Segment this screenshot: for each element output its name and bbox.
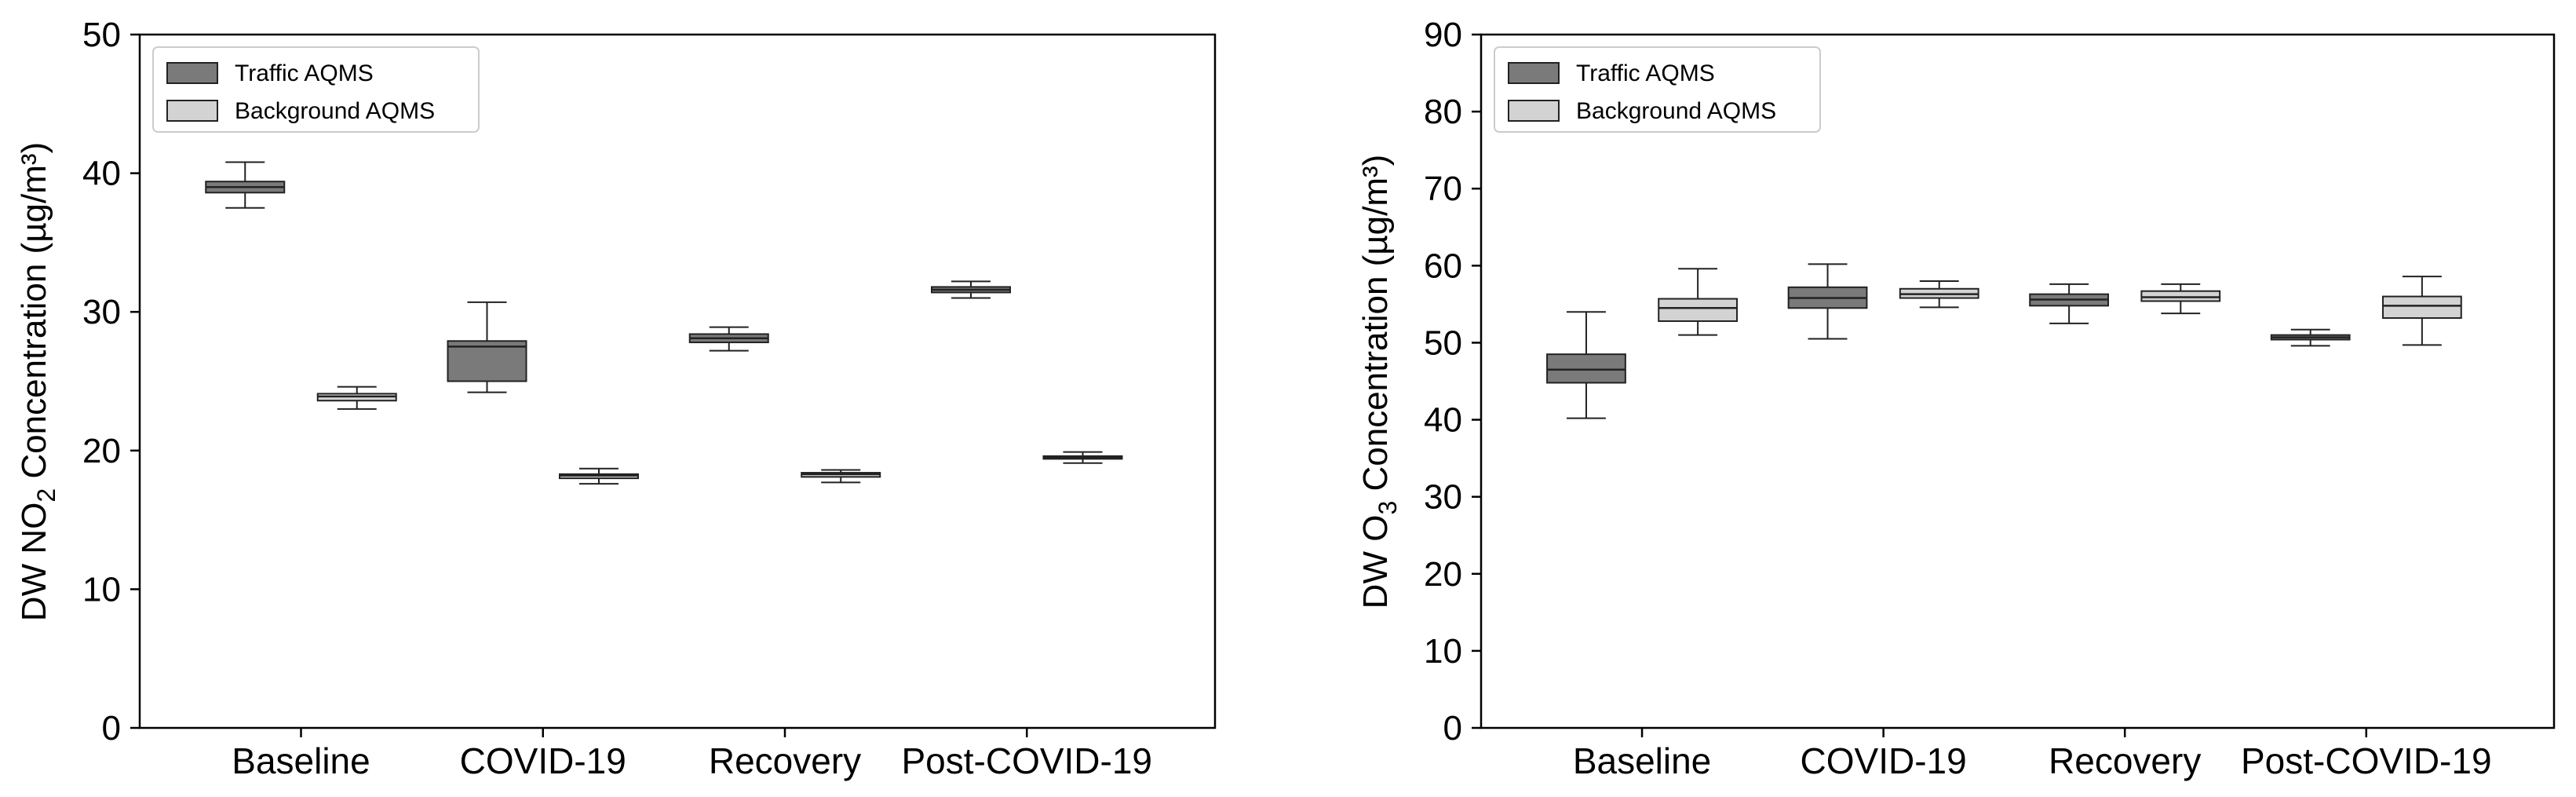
no2-y-tick-label: 50 — [82, 16, 121, 54]
o3-y-tick-label: 40 — [1424, 401, 1462, 440]
o3-x-label-baseline: Baseline — [1573, 740, 1711, 781]
o3-box-traffic-aqms-covid-19 — [1787, 263, 1868, 340]
o3-x-label-covid-19: COVID-19 — [1801, 740, 1967, 781]
no2-x-label-post-covid-19: Post-COVID-19 — [901, 740, 1152, 781]
o3-y-tick-label: 70 — [1424, 170, 1462, 208]
iqr-box — [447, 340, 527, 382]
no2-box-background-aqms-recovery — [801, 469, 881, 484]
o3-y-tick-label: 10 — [1424, 632, 1462, 671]
o3-y-tick-label: 60 — [1424, 247, 1462, 285]
no2-x-axis: Baseline COVID-19 Recovery Post-COVID-19 — [232, 728, 1152, 781]
no2-y-axis-title: DW NO2 Concentration (µg/m³) — [15, 142, 60, 621]
o3-box-background-aqms-covid-19 — [1899, 280, 1979, 309]
no2-box-traffic-aqms-baseline — [205, 161, 286, 209]
no2-y-tick-label: 20 — [82, 432, 121, 470]
no2-box-background-aqms-covid-19 — [558, 467, 639, 485]
o3-legend-frame — [1494, 46, 1821, 133]
o3-box-traffic-aqms-post-covid-19 — [2270, 328, 2351, 347]
o3-y-tick-label: 50 — [1424, 324, 1462, 362]
o3-box-background-aqms-post-covid-19 — [2381, 276, 2462, 346]
o3-y-tick-label: 0 — [1443, 709, 1462, 748]
iqr-box — [2381, 295, 2462, 320]
o3-box-traffic-aqms-recovery — [2029, 283, 2110, 324]
no2-chart-panel: 0 10 20 30 40 50 Baseline COVID-19 Recovery Post… — [15, 16, 1217, 781]
o3-x-label-recovery: Recovery — [2049, 740, 2201, 781]
no2-legend: Traffic AQMS Background AQMS — [152, 46, 480, 133]
iqr-box — [2140, 290, 2221, 302]
no2-legend-frame — [152, 46, 480, 133]
no2-box-traffic-aqms-post-covid-19 — [931, 280, 1012, 299]
o3-legend-swatch-background-aqms — [1508, 100, 1560, 122]
no2-legend-swatch-traffic-aqms — [166, 62, 218, 84]
no2-box-background-aqms-post-covid-19 — [1042, 451, 1123, 464]
o3-y-tick-label: 20 — [1424, 555, 1462, 594]
no2-legend-swatch-background-aqms — [166, 100, 218, 122]
no2-boxplots — [205, 161, 1123, 485]
o3-x-axis: Baseline COVID-19 Recovery Post-COVID-19 — [1573, 728, 2492, 781]
no2-legend-label-traffic-aqms: Traffic AQMS — [235, 60, 374, 86]
o3-box-traffic-aqms-baseline — [1546, 311, 1626, 419]
o3-plot-frame — [1480, 33, 2556, 729]
o3-y-tick-label: 80 — [1424, 93, 1462, 131]
o3-y-tick-label: 30 — [1424, 478, 1462, 517]
iqr-box — [1658, 298, 1739, 322]
o3-legend-swatch-traffic-aqms — [1508, 62, 1560, 84]
no2-y-tick-label: 10 — [82, 570, 121, 609]
no2-box-traffic-aqms-recovery — [688, 326, 769, 352]
no2-legend-label-background-aqms: Background AQMS — [235, 98, 435, 124]
no2-x-label-recovery: Recovery — [709, 740, 861, 781]
o3-y-axis: 0 10 20 30 40 50 60 70 80 90 — [1424, 16, 1481, 748]
no2-y-axis: 0 10 20 30 40 50 — [82, 16, 140, 748]
no2-y-tick-label: 0 — [102, 709, 121, 748]
o3-legend-label-traffic-aqms: Traffic AQMS — [1576, 60, 1715, 86]
o3-box-background-aqms-recovery — [2140, 283, 2221, 315]
o3-x-label-post-covid-19: Post-COVID-19 — [2241, 740, 2492, 781]
o3-y-tick-label: 90 — [1424, 16, 1462, 54]
no2-y-tick-label: 30 — [82, 293, 121, 331]
o3-box-background-aqms-baseline — [1658, 268, 1739, 336]
o3-y-axis-title: DW O3 Concentration (µg/m³) — [1356, 155, 1402, 609]
no2-box-background-aqms-baseline — [316, 386, 397, 410]
o3-legend: Traffic AQMS Background AQMS — [1494, 46, 1821, 133]
o3-legend-label-background-aqms: Background AQMS — [1576, 98, 1776, 124]
no2-box-traffic-aqms-covid-19 — [447, 301, 527, 393]
iqr-box — [1546, 353, 1626, 384]
o3-boxplots — [1546, 263, 2462, 419]
no2-x-label-covid-19: COVID-19 — [460, 740, 626, 781]
o3-chart-panel: 0 10 20 30 40 50 60 70 80 90 Baseline COVID-19 Reco… — [1356, 16, 2556, 781]
no2-plot-frame — [138, 33, 1217, 729]
no2-x-label-baseline: Baseline — [232, 740, 370, 781]
no2-y-tick-label: 40 — [82, 155, 121, 193]
